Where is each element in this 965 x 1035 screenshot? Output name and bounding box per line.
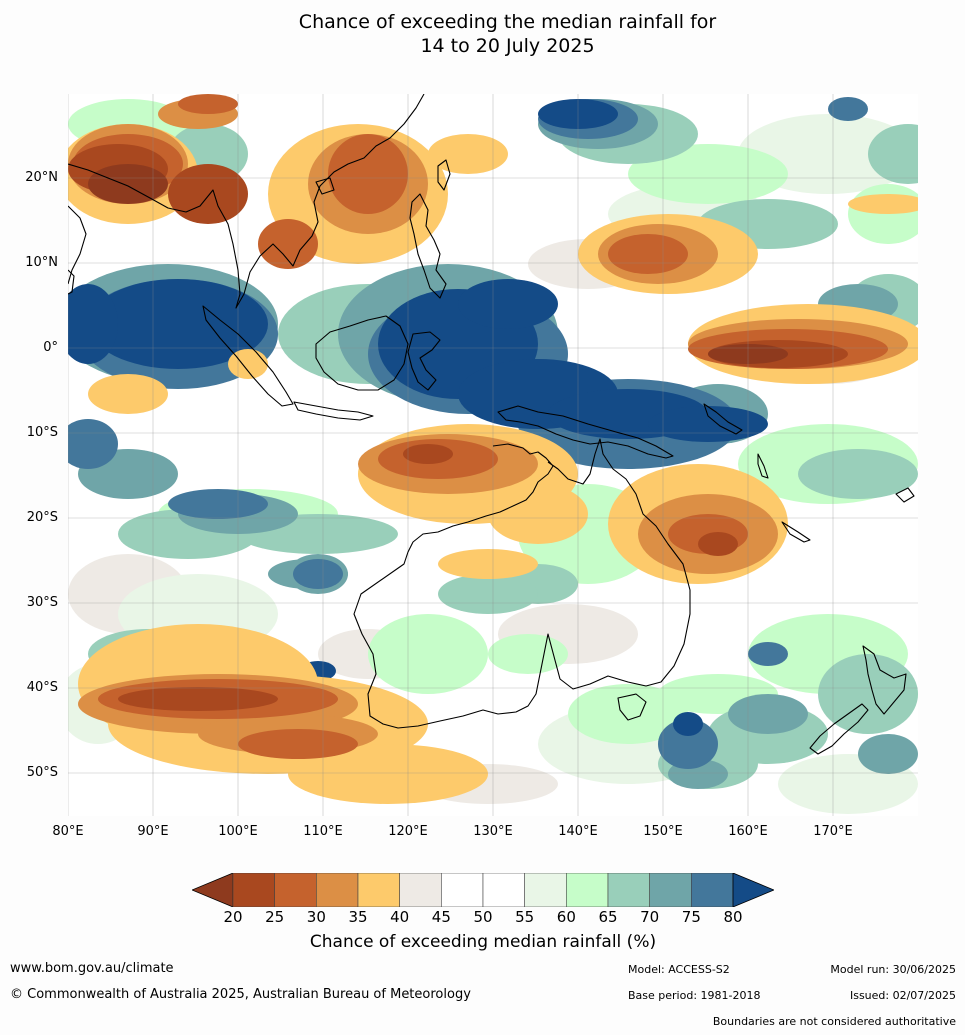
colorbar-tick-80: 80 — [723, 908, 743, 926]
colorbar-segment-45-50 — [441, 872, 484, 908]
colorbar-segment-55-60 — [524, 872, 567, 908]
lon-label-130e: 130°E — [473, 824, 513, 839]
colorbar-svg — [190, 872, 776, 908]
map-gridlines — [68, 94, 918, 816]
coastline-philippines — [409, 193, 447, 299]
coastline-java — [293, 401, 374, 421]
coastlines — [68, 94, 915, 755]
colorbar-extend-high — [732, 872, 776, 908]
colorbar-segment-40-45 — [399, 872, 442, 908]
colorbar-segment-35-40 — [357, 872, 400, 908]
boundaries-disclaimer: Boundaries are not considered authoritat… — [712, 1015, 956, 1028]
lat-label-0: 0° — [43, 340, 58, 355]
lon-label-120e: 120°E — [388, 824, 428, 839]
colorbar-tick-20: 20 — [223, 908, 243, 926]
coastline-sri-lanka — [68, 269, 75, 295]
map-title: Chance of exceeding the median rainfall … — [0, 10, 965, 58]
colorbar-segment-70-75 — [649, 872, 692, 908]
colorbar-tick-70: 70 — [640, 908, 660, 926]
coastline-hainan — [315, 177, 335, 195]
coastline-taiwan — [437, 159, 451, 191]
colorbar-segment-20-25 — [232, 872, 275, 908]
colorbar-tick-45: 45 — [431, 908, 451, 926]
lon-label-170e: 170°E — [813, 824, 853, 839]
lon-label-150e: 150°E — [643, 824, 683, 839]
coastline-new-zealand-north — [862, 645, 907, 715]
coastline-new-guinea — [497, 405, 674, 459]
colorbar-title: Chance of exceeding median rainfall (%) — [309, 932, 657, 952]
coastline-borneo — [315, 315, 409, 391]
colorbar-segment-60-65 — [566, 872, 609, 908]
lat-label-20s: 20°S — [26, 510, 58, 525]
colorbar-segment-50-55 — [482, 872, 525, 908]
base-period: Base period: 1981-2018 — [628, 989, 761, 1002]
colorbar-extend-low — [190, 872, 234, 908]
title-line-2: 14 to 20 July 2025 — [420, 35, 595, 57]
colorbar-tick-75: 75 — [681, 908, 701, 926]
lat-label-10s: 10°S — [26, 425, 58, 440]
colorbar-segment-25-30 — [274, 872, 317, 908]
colorbar-segment-65-70 — [607, 872, 650, 908]
colorbar-tick-65: 65 — [598, 908, 618, 926]
lat-label-20n: 20°N — [25, 170, 58, 185]
colorbar-segment-30-35 — [316, 872, 359, 908]
coastline-tasmania — [617, 693, 647, 721]
lat-label-50s: 50°S — [26, 765, 58, 780]
copyright-text: © Commonwealth of Australia 2025, Austra… — [10, 987, 471, 1002]
coastline-vanuatu — [757, 453, 769, 479]
rainfall-map[interactable] — [68, 94, 918, 816]
lat-label-10n: 10°N — [25, 255, 58, 270]
colorbar-tick-35: 35 — [348, 908, 368, 926]
colorbar-tick-25: 25 — [265, 908, 285, 926]
colorbar-tick-55: 55 — [515, 908, 535, 926]
coastline-fiji — [895, 487, 915, 503]
lon-label-110e: 110°E — [303, 824, 343, 839]
coastline-asia-mainland — [68, 94, 425, 309]
lat-label-30s: 30°S — [26, 595, 58, 610]
coastline-australia — [353, 438, 691, 729]
coastline-new-zealand-south — [809, 703, 869, 755]
lon-label-80e: 80°E — [52, 824, 84, 839]
coastline-sumatra — [202, 305, 294, 407]
colorbar-tick-50: 50 — [473, 908, 493, 926]
coastline-sulawesi — [407, 331, 441, 391]
colorbar-tick-60: 60 — [556, 908, 576, 926]
colorbar-tick-40: 40 — [390, 908, 410, 926]
model-name: Model: ACCESS-S2 — [628, 963, 730, 976]
rainfall-map-svg — [68, 94, 918, 816]
title-line-1: Chance of exceeding the median rainfall … — [298, 11, 717, 33]
colorbar-tick-30: 30 — [306, 908, 326, 926]
issued-date: Issued: 02/07/2025 — [849, 989, 956, 1002]
lon-label-90e: 90°E — [137, 824, 169, 839]
colorbar — [190, 872, 776, 908]
coastline-solomon-islands — [703, 403, 743, 435]
colorbar-segment-75-80 — [691, 872, 734, 908]
lon-label-160e: 160°E — [728, 824, 768, 839]
website-link[interactable]: www.bom.gov.au/climate — [10, 961, 174, 976]
lon-label-100e: 100°E — [218, 824, 258, 839]
lat-label-40s: 40°S — [26, 680, 58, 695]
coastline-new-caledonia — [781, 521, 811, 543]
model-run-date: Model run: 30/06/2025 — [830, 963, 956, 976]
lon-label-140e: 140°E — [558, 824, 598, 839]
coastline-india — [68, 205, 87, 285]
